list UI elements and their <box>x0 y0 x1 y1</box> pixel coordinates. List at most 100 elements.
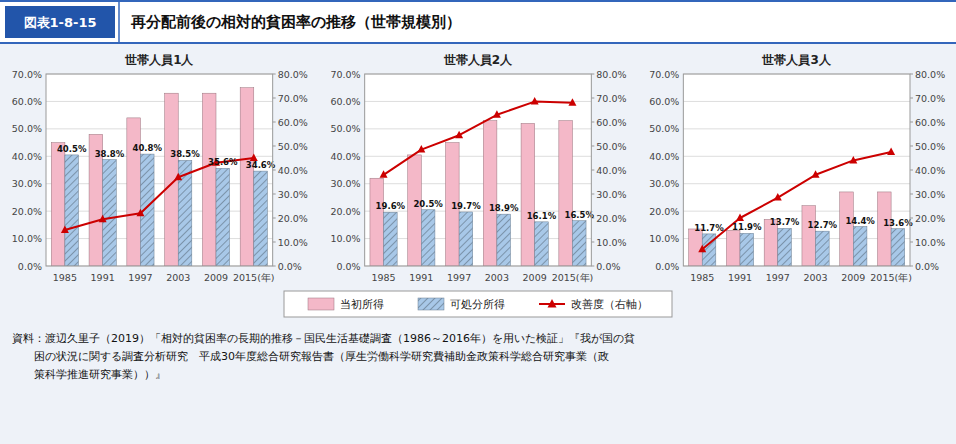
legend: 当初所得 可処分所得 改善度（右軸） <box>284 291 672 317</box>
y2-tick-label: 10.0% <box>915 237 945 248</box>
x-tick-label: 1985 <box>53 272 77 283</box>
data-labels: 11.7%11.9%13.7%12.7%14.4%13.6% <box>694 216 913 233</box>
bar <box>421 210 435 266</box>
y2-tick-label: 50.0% <box>915 141 945 152</box>
line-marker <box>774 193 782 201</box>
legend-swatch <box>548 299 557 308</box>
y-tick-label: 40.0% <box>330 151 360 162</box>
legend-label: 可処分所得 <box>450 298 505 311</box>
grid-line <box>46 156 273 157</box>
y2-tick-label: 30.0% <box>278 189 308 200</box>
bar <box>802 206 816 266</box>
y-tick-label: 30.0% <box>649 178 679 189</box>
y2-tick-label: 80.0% <box>278 69 308 80</box>
panel-title: 世帯人員1人 <box>124 53 194 67</box>
legend-item: 当初所得 <box>308 298 384 311</box>
y2-tick-label: 20.0% <box>278 213 308 224</box>
x-tick-label: 1991 <box>409 272 433 283</box>
bar <box>216 168 230 266</box>
x-tick-label: 2015(年) <box>233 272 275 283</box>
legend-item: 可処分所得 <box>418 298 505 311</box>
y2-tick-label: 30.0% <box>915 189 945 200</box>
bar <box>240 88 254 266</box>
x-tick-label: 1997 <box>128 272 152 283</box>
marks <box>51 88 267 266</box>
bar <box>559 121 573 266</box>
panel: 世帯人員2人0.0%10.0%20.0%30.0%40.0%50.0%60.0%… <box>330 53 626 283</box>
data-label: 11.9% <box>732 222 762 232</box>
data-label: 16.1% <box>527 211 557 221</box>
y2-tick-label: 60.0% <box>915 117 945 128</box>
chart-root: 図表1-8-15再分配前後の相対的貧困率の推移（世帯規模別）世帯人員1人0.0%… <box>0 0 956 444</box>
bar <box>878 192 892 266</box>
data-labels: 19.6%20.5%19.7%18.9%16.1%16.5% <box>376 199 595 221</box>
bar <box>891 229 905 266</box>
legend-swatch <box>418 298 444 310</box>
y2-tick-label: 20.0% <box>596 213 626 224</box>
line-marker <box>61 226 69 234</box>
y2-tick-label: 50.0% <box>278 141 308 152</box>
bar <box>740 233 754 266</box>
y2-tick-label: 30.0% <box>596 189 626 200</box>
main-title: 再分配前後の相対的貧困率の推移（世帯規模別） <box>130 13 461 31</box>
y-tick-label: 10.0% <box>12 233 42 244</box>
data-label: 19.6% <box>376 201 406 211</box>
y-tick-label: 50.0% <box>12 123 42 134</box>
bar <box>778 228 792 266</box>
grid-line <box>683 183 910 184</box>
data-label: 35.6% <box>208 157 238 167</box>
x-tick-label: 1997 <box>766 272 790 283</box>
y2-tick-label: 40.0% <box>915 165 945 176</box>
note: 資料：渡辺久里子（2019）「相対的貧困率の長期的推移－国民生活基礎調査（198… <box>12 332 635 345</box>
grid-line <box>683 101 910 102</box>
bar <box>127 118 141 266</box>
grid-line <box>365 156 592 157</box>
grid-line <box>46 101 273 102</box>
bar <box>853 227 867 266</box>
x-tick-label: 1985 <box>690 272 714 283</box>
x-tick-label: 2003 <box>803 272 827 283</box>
y-tick-label: 0.0% <box>337 261 361 272</box>
grid-line <box>683 238 910 239</box>
line-marker <box>568 98 576 106</box>
data-label: 34.6% <box>246 160 276 170</box>
y2-tick-label: 0.0% <box>915 261 939 272</box>
bar <box>726 230 740 266</box>
y-tick-label: 70.0% <box>649 69 679 80</box>
line-marker <box>849 156 857 164</box>
line-marker <box>493 110 501 118</box>
header-rule <box>0 42 956 44</box>
line-marker <box>136 209 144 217</box>
data-label: 12.7% <box>808 220 838 230</box>
line-marker <box>380 170 388 178</box>
x-tick-label: 1991 <box>91 272 115 283</box>
data-label: 14.4% <box>845 216 875 226</box>
line-marker <box>887 148 895 156</box>
grid-line <box>365 128 592 129</box>
y-tick-label: 40.0% <box>12 151 42 162</box>
line-marker <box>531 97 539 105</box>
x-tick-label: 2015(年) <box>870 272 912 283</box>
x-tick-label: 1997 <box>447 272 471 283</box>
legend-box <box>284 291 672 317</box>
line-marker <box>174 173 182 181</box>
y-tick-label: 50.0% <box>649 123 679 134</box>
legend-label: 改善度（右軸） <box>571 298 648 311</box>
y-tick-label: 60.0% <box>12 96 42 107</box>
y-tick-label: 60.0% <box>330 96 360 107</box>
y-tick-label: 0.0% <box>18 261 42 272</box>
y2-tick-label: 10.0% <box>596 237 626 248</box>
note: 困の状況に関する調査分析研究 平成30年度総合研究報告書（厚生労働科学研究費補助… <box>12 350 609 363</box>
y-tick-label: 70.0% <box>330 69 360 80</box>
header-background <box>0 0 956 44</box>
y2-tick-label: 0.0% <box>596 261 620 272</box>
plot-frame <box>683 74 910 266</box>
line <box>384 102 573 175</box>
x-tick-label: 2003 <box>166 272 190 283</box>
bar <box>483 121 497 266</box>
panel: 世帯人員3人0.0%10.0%20.0%30.0%40.0%50.0%60.0%… <box>649 53 945 283</box>
panel-title: 世帯人員3人 <box>761 53 831 67</box>
data-label: 19.7% <box>451 201 481 211</box>
x-tick-label: 2009 <box>204 272 228 283</box>
y2-tick-label: 70.0% <box>278 93 308 104</box>
